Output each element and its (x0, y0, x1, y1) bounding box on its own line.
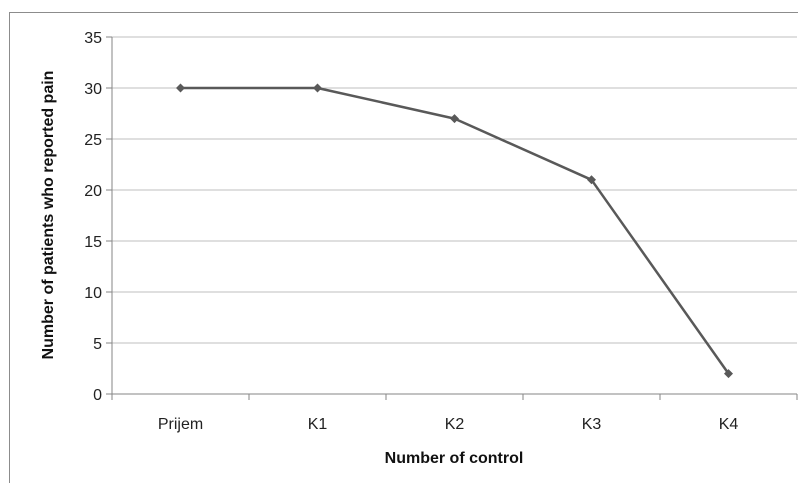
series-line-0 (180, 86, 730, 375)
y-tick-labels: 0 5 10 15 20 25 30 35 (84, 30, 102, 404)
y-tick-label-5: 5 (93, 336, 102, 353)
x-tick-label-k3: K3 (582, 416, 602, 433)
y-tick-label-20: 20 (84, 183, 102, 200)
y-tick-label-15: 15 (84, 234, 102, 251)
axes (106, 36, 798, 400)
series-group (176, 83, 733, 379)
x-tick-label-k4: K4 (719, 416, 739, 433)
y-tick-label-35: 35 (84, 30, 102, 47)
y-tick-label-10: 10 (84, 285, 102, 302)
y-axis-title: Number of patients who reported pain (40, 71, 57, 360)
data-point-prijem (176, 83, 185, 93)
x-axis-title: Number of control (385, 450, 524, 467)
x-tick-label-k1: K1 (308, 416, 328, 433)
x-tick-label-k2: K2 (445, 416, 465, 433)
x-tick-labels: Prijem K1 K2 K3 K4 (158, 416, 739, 433)
data-point-k3 (587, 175, 596, 185)
y-tick-label-25: 25 (84, 132, 102, 149)
y-tick-label-0: 0 (93, 387, 102, 404)
data-point-k2 (450, 114, 459, 124)
x-tick-label-prijem: Prijem (158, 416, 203, 433)
gridlines (112, 36, 797, 344)
y-tick-label-30: 30 (84, 81, 102, 98)
chart-frame (9, 12, 798, 483)
data-point-k1 (313, 83, 322, 93)
data-point-k4 (724, 369, 733, 379)
